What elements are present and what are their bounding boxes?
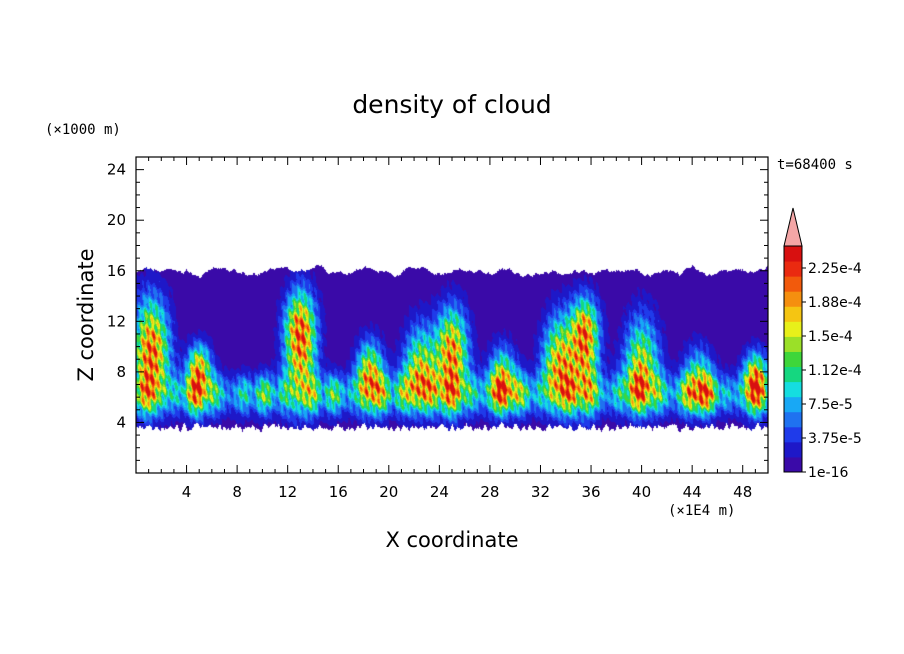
y-tick-label: 24: [107, 161, 126, 179]
x-tick-label: 8: [232, 483, 242, 501]
colorbar-swatch: [784, 321, 802, 337]
y-tick-label: 20: [107, 211, 126, 229]
x-axis-ticks: 4 8 12 16 20 24 28 32 36 40 44 48: [148, 157, 756, 501]
colorbar-swatch: [784, 291, 802, 307]
colorbar-swatch: [784, 426, 802, 443]
colorbar: 2.25e-4 1.88e-4 1.5e-4 1.12e-4 7.5e-5 3.75e-5…: [783, 207, 862, 481]
y-tick-label: 12: [107, 312, 126, 330]
contour-field-image: [136, 157, 768, 473]
colorbar-swatch: [784, 411, 802, 428]
x-tick-label: 32: [531, 483, 550, 501]
colorbar-label: 7.5e-5: [808, 397, 853, 413]
x-tick-label: 24: [430, 483, 449, 501]
x-tick-label: 44: [683, 483, 702, 501]
colorbar-swatch: [784, 351, 802, 368]
colorbar-swatch: [784, 261, 802, 277]
x-tick-label: 12: [278, 483, 297, 501]
x-tick-label: 4: [182, 483, 192, 501]
x-tick-label: 16: [329, 483, 348, 501]
colorbar-swatch: [784, 396, 802, 413]
x-tick-label: 36: [581, 483, 600, 501]
x-tick-label: 20: [379, 483, 398, 501]
y-unit-label: (×1000 m): [45, 122, 121, 138]
x-axis-title: X coordinate: [385, 528, 518, 552]
y-axis-ticks: 4 8 12 16 20 24: [107, 161, 768, 461]
colorbar-swatch: [784, 246, 802, 262]
x-tick-label: 40: [632, 483, 651, 501]
y-axis-title: Z coordinate: [74, 248, 98, 381]
colorbar-label: 1.12e-4: [808, 363, 862, 379]
chart-title: density of cloud: [352, 90, 551, 119]
colorbar-label: 2.25e-4: [808, 261, 862, 277]
y-tick-label: 8: [116, 363, 126, 381]
y-tick-label: 16: [107, 262, 126, 280]
colorbar-label: 1.5e-4: [808, 329, 853, 345]
colorbar-swatch: [784, 306, 802, 322]
colorbar-label: 3.75e-5: [808, 431, 862, 447]
colorbar-swatch: [784, 441, 802, 458]
colorbar-frame: [783, 245, 803, 473]
time-label: t=68400 s: [777, 157, 853, 173]
colorbar-swatch: [784, 336, 802, 352]
colorbar-swatch: [784, 456, 802, 473]
colorbar-label: 1.88e-4: [808, 295, 862, 311]
colorbar-extend-triangle: [783, 207, 803, 247]
x-unit-label: (×1E4 m): [668, 503, 735, 519]
x-tick-label: 28: [480, 483, 499, 501]
colorbar-swatch: [784, 381, 802, 398]
y-tick-label: 4: [116, 413, 126, 431]
colorbar-swatch: [784, 276, 802, 292]
x-tick-label: 48: [733, 483, 752, 501]
colorbar-label: 1e-16: [808, 465, 848, 481]
colorbar-swatch: [784, 366, 802, 383]
